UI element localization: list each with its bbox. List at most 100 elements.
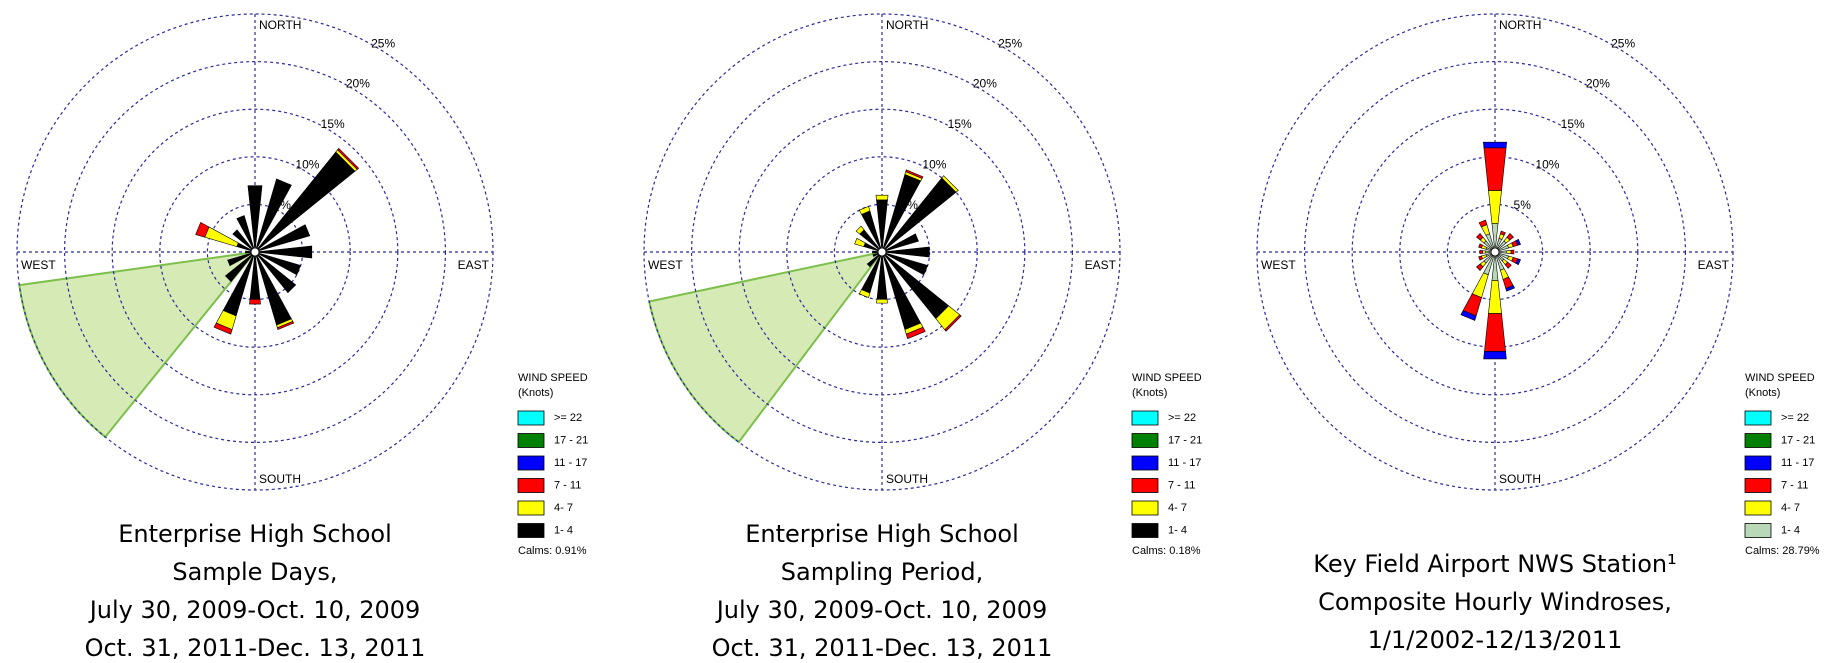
legend-label: 7 - 11 [1168, 479, 1195, 491]
wedge-segment [204, 226, 239, 247]
legend-swatch [517, 523, 545, 538]
legend-label: 4- 7 [554, 502, 573, 514]
direction-label: WEST [1261, 258, 1296, 272]
direction-label: SOUTH [1499, 472, 1541, 486]
ring-label: 5% [1514, 198, 1532, 212]
caption-line: July 30, 2009-Oct. 10, 2009 [715, 596, 1048, 624]
legend-swatch [1131, 478, 1159, 493]
wedge-segment [227, 251, 256, 267]
wedge-segment [1479, 250, 1483, 254]
wedge-segment [1482, 141, 1508, 149]
legend-title: (Knots) [1745, 387, 1780, 399]
wedge-segment [1483, 147, 1507, 191]
wedge-segment [881, 251, 929, 276]
wedge-segment [1505, 285, 1516, 292]
legend-swatch [1131, 523, 1159, 538]
wedge-segment [213, 322, 233, 335]
ring-label: 25% [998, 36, 1022, 50]
calms-label: Calms: 28.79% [1745, 545, 1820, 557]
ring-label: 25% [371, 36, 395, 50]
legend-label: 17 - 21 [1781, 434, 1815, 446]
direction-label: SOUTH [259, 472, 301, 486]
direction-label: EAST [1698, 258, 1730, 272]
ring-label: 10% [1535, 157, 1559, 171]
legend-swatch [1131, 433, 1159, 448]
caption-line: Oct. 31, 2011-Dec. 13, 2011 [712, 634, 1053, 662]
ring-label: 15% [321, 117, 345, 131]
legend-swatch [1744, 478, 1772, 493]
wedge-segment [254, 224, 311, 253]
caption-line: 1/1/2002-12/13/2011 [1368, 626, 1623, 654]
direction-label: EAST [458, 258, 490, 272]
wedge-segment [254, 251, 297, 294]
legend-swatch [1744, 500, 1772, 516]
legend-label: 1- 4 [1168, 524, 1187, 536]
wedge-segment [872, 250, 883, 254]
wedge-segment [875, 194, 889, 201]
ring-label: 20% [973, 77, 997, 91]
direction-label: WEST [648, 258, 683, 272]
wedge-segment [876, 299, 888, 304]
direction-label: WEST [21, 258, 56, 272]
ring [1399, 156, 1591, 348]
wedge-segment [1482, 250, 1486, 254]
wedge-segment [866, 251, 883, 268]
wedge-segment [941, 175, 959, 193]
legend-title: WIND SPEED [1132, 372, 1202, 384]
wedge-segment [1504, 261, 1512, 269]
legend-label: >= 22 [1781, 412, 1809, 424]
ring-label: 15% [948, 117, 972, 131]
wedge-segment [1484, 313, 1506, 352]
legend-label: 7 - 11 [554, 479, 581, 491]
legend-title: WIND SPEED [518, 372, 588, 384]
wedge-segment [881, 233, 919, 253]
legend-swatch [1131, 500, 1159, 516]
legend-title: (Knots) [518, 387, 553, 399]
legend-label: >= 22 [1168, 412, 1196, 424]
direction-label: NORTH [886, 18, 928, 32]
wedge-segment [1515, 238, 1521, 246]
caption-line: July 30, 2009-Oct. 10, 2009 [88, 596, 421, 624]
wedge-segment [1515, 258, 1521, 266]
legend-swatch [517, 410, 545, 426]
legend-label: 4- 7 [1168, 502, 1187, 514]
legend-label: 11 - 17 [1781, 457, 1814, 469]
wedge-segment [1460, 310, 1477, 321]
legend-label: >= 22 [554, 412, 582, 424]
wedge-segment [1476, 233, 1484, 241]
caption-line: Oct. 31, 2011-Dec. 13, 2011 [85, 634, 426, 662]
wedge-segment [881, 246, 930, 258]
wedge-segment [1478, 219, 1488, 228]
legend-swatch [1131, 410, 1159, 426]
wedge-segment [854, 237, 866, 247]
legend-title: WIND SPEED [1745, 372, 1815, 384]
legend-label: 11 - 17 [554, 457, 587, 469]
wedge-segment [254, 245, 313, 259]
ring-label: 20% [346, 77, 370, 91]
ring [159, 156, 351, 348]
legend-swatch [517, 433, 545, 448]
wedge-segment [254, 251, 302, 276]
wedge-segment [858, 289, 871, 299]
calm-center [877, 247, 887, 257]
legend-label: 1- 4 [1781, 524, 1800, 536]
wedge-segment [254, 178, 292, 253]
wedge-segment [337, 147, 360, 170]
wedge-segment [1478, 255, 1483, 261]
legend-swatch [517, 478, 545, 493]
direction-label: EAST [1085, 258, 1117, 272]
legend-label: 17 - 21 [554, 434, 588, 446]
ring-label: 15% [1561, 117, 1585, 131]
wedge-segment [249, 299, 261, 305]
wedge-segment [247, 185, 263, 253]
sector-highlight [648, 250, 885, 444]
wedge-segment [1500, 230, 1506, 236]
wedge-segment [1471, 272, 1489, 299]
ring-label: 20% [1586, 77, 1610, 91]
legend-swatch [1744, 410, 1772, 426]
sector-highlight [18, 250, 258, 439]
legend-label: 4- 7 [1781, 502, 1800, 514]
calms-label: Calms: 0.18% [1132, 545, 1201, 557]
wedge-segment [232, 229, 256, 253]
caption-line: Sampling Period, [781, 558, 983, 586]
